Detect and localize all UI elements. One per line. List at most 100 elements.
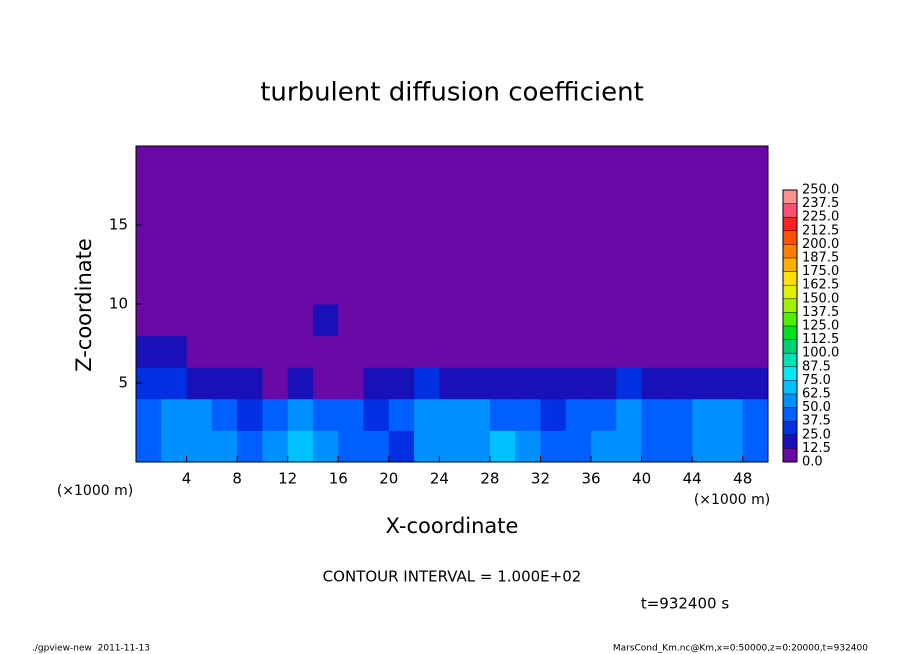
cell [287, 272, 314, 305]
cell [161, 146, 188, 179]
cell [262, 335, 289, 368]
contour-interval: CONTOUR INTERVAL = 1.000E+02 [323, 568, 582, 586]
cell [211, 240, 238, 273]
y-tick-label: 5 [118, 374, 128, 392]
cell [464, 430, 491, 463]
cell [515, 177, 541, 210]
cell [136, 146, 162, 179]
cell [439, 430, 466, 463]
cell [262, 367, 289, 400]
cell [540, 398, 567, 431]
colorbar-label: 225.0 [802, 210, 839, 225]
x-tick-label: 32 [531, 470, 550, 488]
cell [666, 367, 693, 400]
cell [666, 240, 693, 273]
cell [540, 367, 567, 400]
cell [312, 367, 339, 400]
cell [692, 335, 718, 368]
cell [363, 146, 390, 179]
cell [464, 335, 491, 368]
cell [464, 146, 491, 179]
cell [211, 430, 238, 463]
colorbar-segment [783, 326, 797, 340]
cell [388, 240, 415, 273]
cell [565, 367, 592, 400]
cell [489, 177, 516, 210]
colorbar-segment [783, 285, 797, 299]
cell [692, 398, 718, 431]
x-tick-label: 20 [379, 470, 398, 488]
cell [186, 304, 213, 337]
colorbar-label: 150.0 [802, 291, 839, 306]
cell [439, 177, 466, 210]
cell [666, 272, 693, 305]
cell [540, 335, 567, 368]
cell [262, 177, 289, 210]
cell [540, 430, 567, 463]
cell [287, 335, 314, 368]
cell [312, 146, 339, 179]
colorbar-label: 125.0 [802, 319, 839, 334]
cell [692, 272, 718, 305]
cell [641, 146, 668, 179]
colorbar-segment [783, 258, 797, 272]
colorbar-segment [783, 421, 797, 435]
cell [237, 177, 263, 210]
cell [211, 398, 238, 431]
x-axis-label: X-coordinate [386, 514, 519, 538]
cell [616, 398, 643, 431]
colorbar-segment [783, 448, 797, 462]
cell [136, 177, 162, 210]
cell [363, 177, 390, 210]
cell [414, 430, 440, 463]
cell [312, 335, 339, 368]
cell [742, 272, 769, 305]
cell [388, 398, 415, 431]
cell [186, 335, 213, 368]
cell [489, 367, 516, 400]
cell [666, 177, 693, 210]
cell [692, 209, 718, 242]
cell [565, 335, 592, 368]
cell [565, 146, 592, 179]
cell [565, 240, 592, 273]
cell [616, 430, 643, 463]
cell [565, 177, 592, 210]
cell [489, 240, 516, 273]
colorbar-label: 62.5 [802, 387, 831, 402]
cell [414, 209, 440, 242]
cell [237, 209, 263, 242]
cell [591, 367, 617, 400]
cell [287, 367, 314, 400]
cell [338, 304, 365, 337]
cell [565, 304, 592, 337]
cell [237, 367, 263, 400]
cell [161, 177, 188, 210]
cell [262, 430, 289, 463]
colorbar-segment [783, 203, 797, 218]
cell [666, 430, 693, 463]
cell [742, 177, 769, 210]
cell [489, 209, 516, 242]
colorbar-segment [783, 244, 797, 258]
colorbar-label: 100.0 [802, 346, 839, 361]
colorbar-label: 175.0 [802, 264, 839, 279]
colorbar-label: 37.5 [802, 414, 831, 429]
cell [186, 430, 213, 463]
colorbar-segment [783, 312, 797, 326]
cell [136, 304, 162, 337]
cell [591, 398, 617, 431]
colorbar-segment [783, 353, 797, 367]
cell [540, 209, 567, 242]
cell [616, 209, 643, 242]
cell [489, 398, 516, 431]
footer-left: ./gpview-new 2011-11-13 [32, 644, 150, 654]
cell [338, 335, 365, 368]
cell [742, 146, 769, 179]
cell [211, 335, 238, 368]
cell [237, 240, 263, 273]
cell [692, 177, 718, 210]
cell [515, 304, 541, 337]
cell [742, 335, 769, 368]
cell [312, 430, 339, 463]
